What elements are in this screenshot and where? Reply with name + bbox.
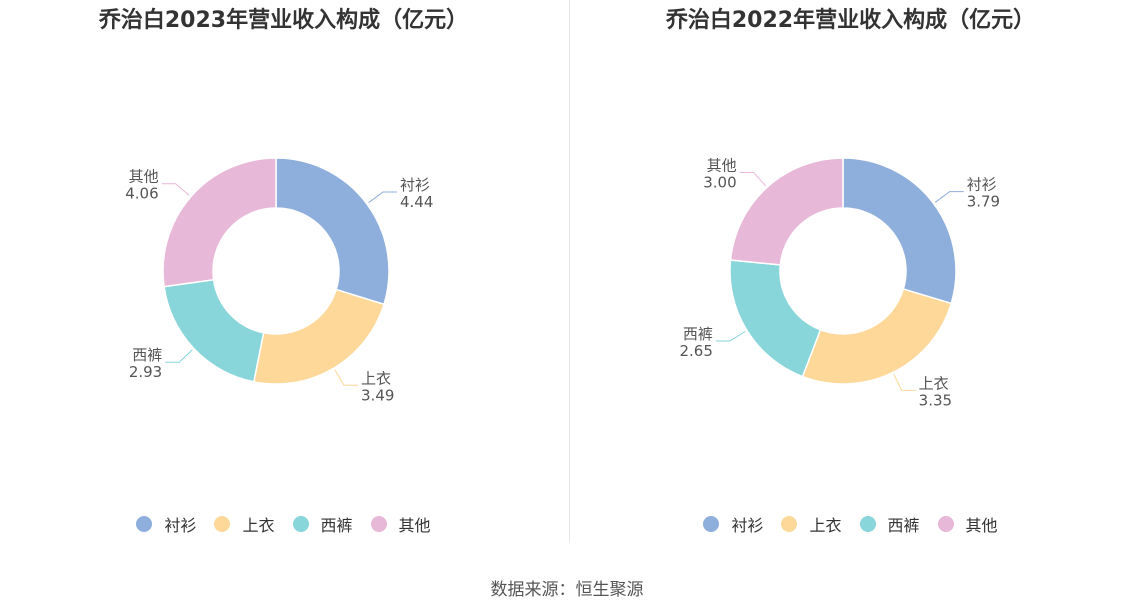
legend-item[interactable]: 其他: [370, 512, 431, 536]
legend-swatch: [292, 516, 309, 532]
legend-label: 西裤: [887, 516, 920, 535]
legend: 衬衫 上衣 西裤 其他: [567, 512, 1134, 536]
slice-value-label: 3.49: [361, 386, 394, 404]
chart-title: 乔治白2022年营业收入构成（亿元）: [665, 8, 1036, 33]
legend-item[interactable]: 上衣: [214, 512, 275, 536]
legend-swatch: [370, 516, 387, 532]
donut-chart-2022: 衬衫3.79 上衣3.35 西裤2.65 其他3.00: [679, 157, 1000, 410]
legend-item[interactable]: 衬衫: [136, 512, 196, 536]
legend-label: 衬衫: [164, 516, 197, 535]
divider: [569, 0, 570, 542]
pie-slice: [729, 157, 844, 266]
slice-value-label: 3.35: [919, 391, 952, 409]
leader-line: [165, 349, 193, 363]
legend-swatch: [703, 516, 720, 532]
legend-label: 西裤: [320, 516, 353, 535]
slice-label: 其他: [129, 168, 159, 186]
leader-line: [161, 183, 190, 196]
pie-slice: [163, 278, 265, 383]
slice-label: 衬衫: [967, 176, 997, 194]
legend-label: 衬衫: [731, 516, 764, 535]
slice-label: 上衣: [919, 374, 949, 392]
legend-label: 上衣: [809, 516, 842, 535]
slice-label: 上衣: [361, 369, 391, 387]
leader-line: [334, 369, 359, 386]
donut-chart-2023: 衬衫4.44 上衣3.49 西裤2.93 其他4.06: [125, 157, 433, 404]
pie-slice: [842, 157, 957, 305]
leader-line: [368, 191, 398, 204]
slice-label: 西裤: [132, 346, 162, 364]
leader-line: [934, 191, 964, 203]
chart-panel-2023: 乔治白2023年营业收入构成（亿元） 衬衫 4.44 上衣 3.49 西裤 2.93 其他 4…: [0, 0, 567, 550]
pie-slice: [252, 288, 385, 385]
legend: 衬衫 上衣 西裤 其他: [0, 512, 567, 536]
slice-label: 西裤: [683, 325, 713, 343]
slice-value-label: 4.06: [125, 185, 158, 203]
legend-label: 其他: [965, 516, 998, 535]
legend-item[interactable]: 西裤: [859, 512, 920, 536]
pie-slice: [162, 157, 277, 288]
legend-item[interactable]: 上衣: [781, 512, 842, 536]
legend-swatch: [937, 516, 954, 532]
slice-label: 其他: [707, 157, 737, 175]
chart-panel-2022: 乔治白2022年营业收入构成（亿元） 衬衫 3.79 上衣 3.35 西裤 2.65 其他 3…: [567, 0, 1134, 550]
slice-label: 衬衫: [400, 176, 430, 194]
slice-value-label: 3.00: [703, 174, 736, 192]
legend-item[interactable]: 衬衫: [703, 512, 763, 536]
legend-label: 其他: [398, 516, 431, 535]
chart-title: 乔治白2023年营业收入构成（亿元）: [98, 8, 469, 33]
legend-item[interactable]: 西裤: [292, 512, 353, 536]
slice-value-label: 2.93: [129, 363, 162, 381]
legend-item[interactable]: 其他: [937, 512, 998, 536]
legend-label: 上衣: [242, 516, 275, 535]
slice-value-label: 2.65: [679, 342, 712, 360]
leader-line: [739, 172, 767, 187]
pie-slice: [729, 259, 822, 378]
pie-slice: [275, 157, 390, 306]
slice-value-label: 4.44: [400, 193, 433, 211]
legend-swatch: [214, 516, 231, 532]
leader-line: [715, 331, 746, 342]
legend-swatch: [781, 516, 798, 532]
data-source: 数据来源：恒生聚源: [490, 580, 644, 600]
leader-line: [893, 373, 916, 391]
slice-value-label: 3.79: [967, 193, 1000, 211]
pie-slice: [801, 288, 953, 385]
legend-swatch: [136, 516, 153, 532]
legend-swatch: [859, 516, 876, 532]
